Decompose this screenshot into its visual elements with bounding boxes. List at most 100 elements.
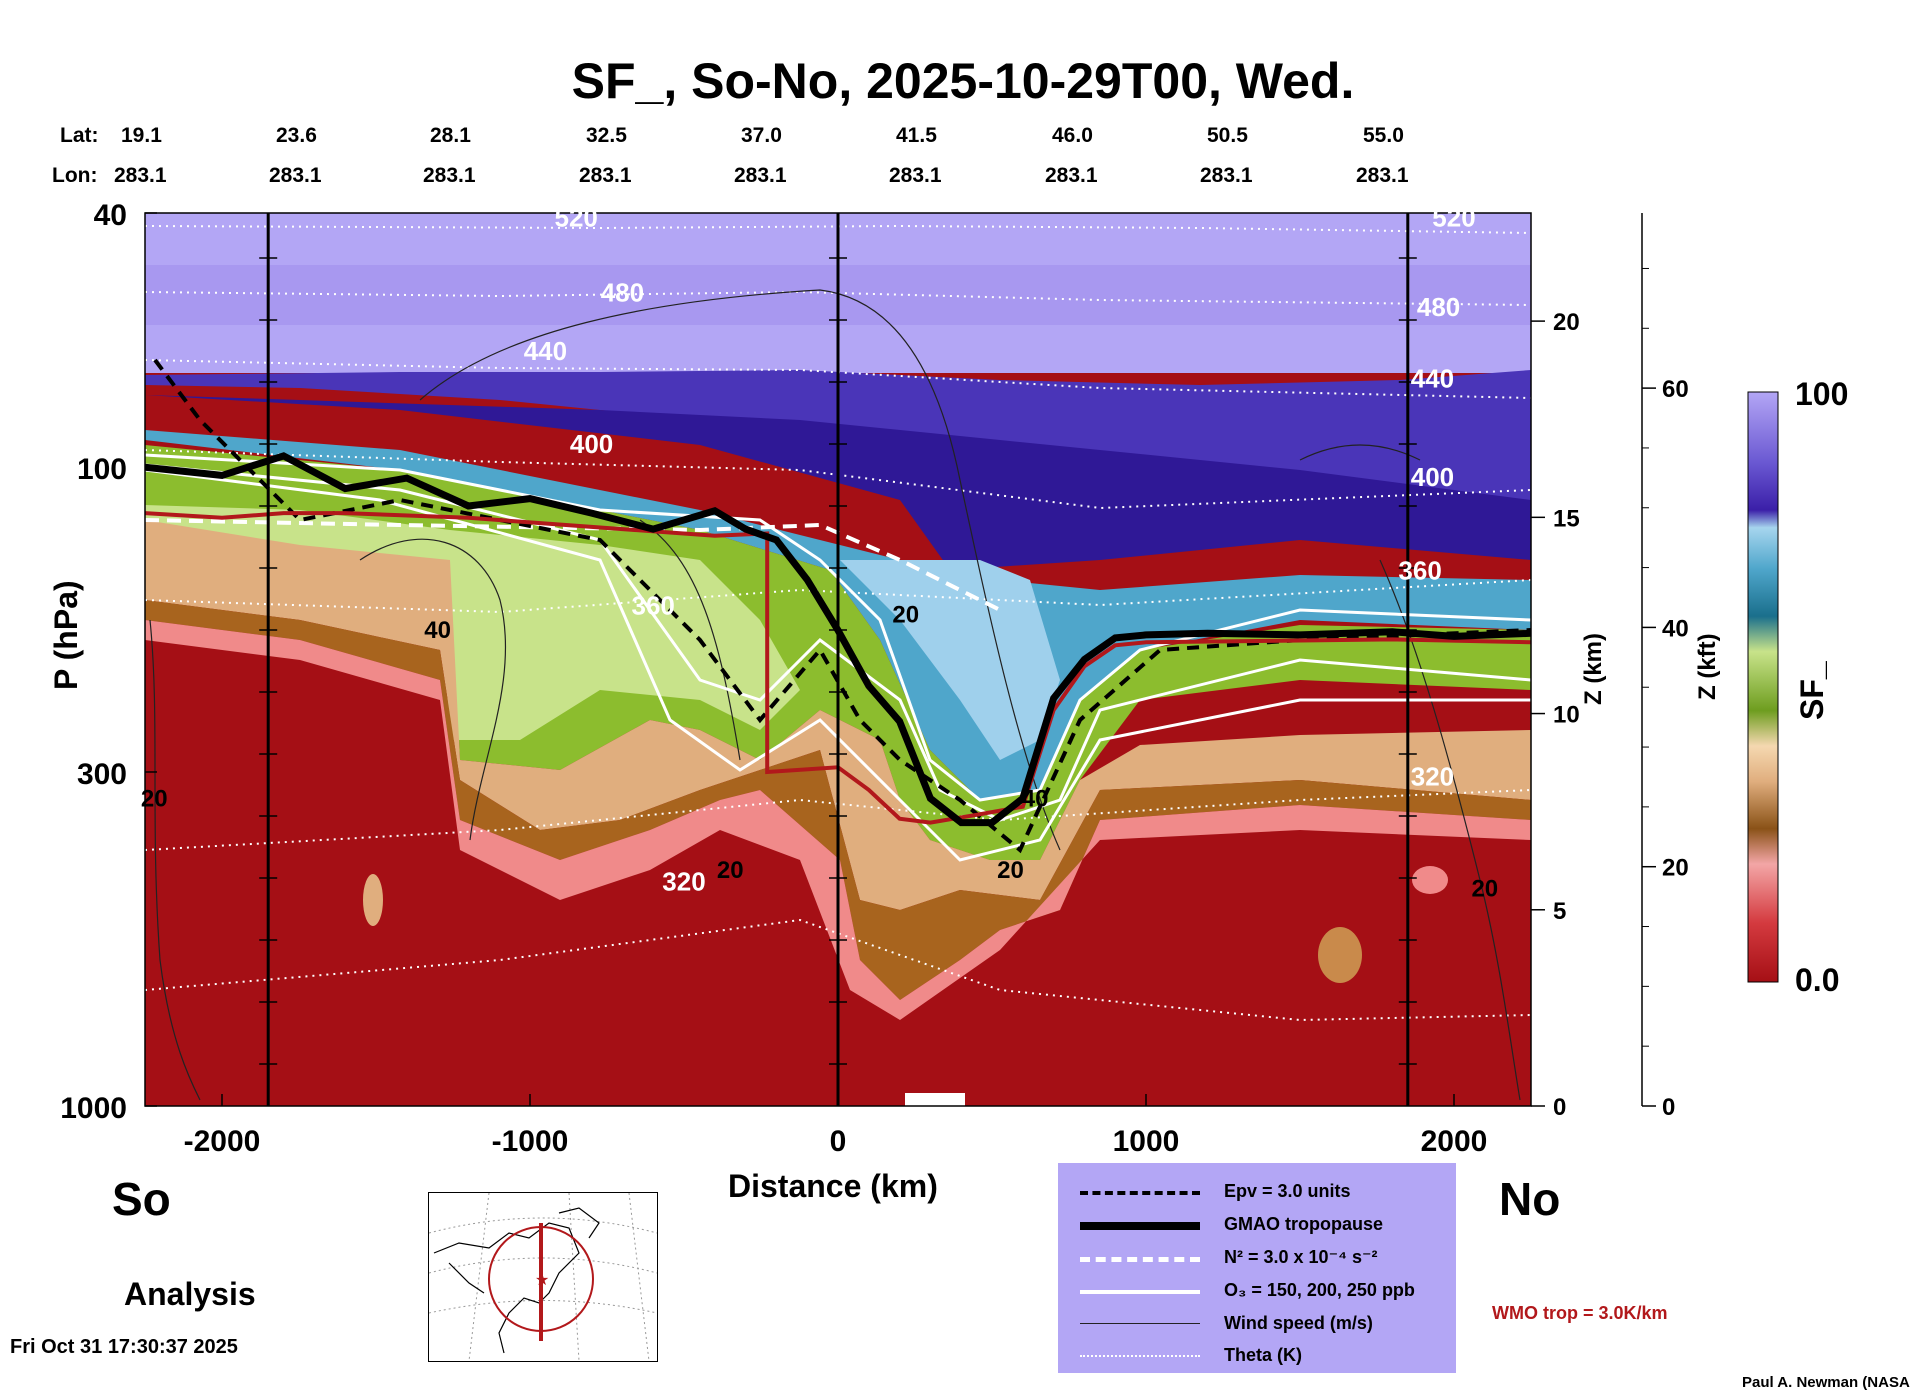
y-tick-label: 1000	[60, 1092, 127, 1125]
lon-value: 283.1	[579, 164, 632, 187]
y-tick-label: 40	[94, 199, 127, 232]
zkm-tick-label: 15	[1553, 505, 1580, 532]
x-tick-label: 2000	[1421, 1125, 1488, 1158]
x-tick-label: 1000	[1113, 1125, 1180, 1158]
o3-line-3	[145, 468, 1531, 862]
lon-label: Lon:	[52, 164, 98, 187]
theta-label: 320	[662, 867, 705, 897]
lat-value: 32.5	[586, 124, 627, 147]
inset-map: ★	[428, 1192, 658, 1362]
theta-label: 400	[570, 429, 613, 459]
legend-tropopause: GMAO tropopause	[1058, 1210, 1456, 1240]
wind-label: 20	[717, 857, 744, 884]
legend-epv: Epv = 3.0 units	[1058, 1177, 1456, 1207]
legend-theta-label: Theta (K)	[1224, 1345, 1302, 1365]
theta-label: 320	[1411, 762, 1454, 792]
lat-value: 23.6	[276, 124, 317, 147]
theta-label: 360	[1398, 556, 1441, 586]
theta-label: 520	[1432, 203, 1475, 233]
zkft-tick-label: 0	[1662, 1094, 1675, 1121]
legend-n2-label: N² = 3.0 x 10⁻⁴ s⁻²	[1224, 1247, 1378, 1267]
theta-label: 440	[524, 336, 567, 366]
lat-value: 46.0	[1052, 124, 1093, 147]
y-axis-label: P (hPa)	[48, 580, 84, 690]
wind-label: 20	[141, 786, 168, 813]
zkm-tick-label: 10	[1553, 702, 1580, 729]
legend-wind-sample	[1080, 1323, 1200, 1324]
legend-tropopause-sample	[1080, 1222, 1200, 1230]
legend-o3-sample	[1080, 1290, 1200, 1294]
legend-o3-label: O₃ = 150, 200, 250 ppb	[1224, 1280, 1415, 1300]
lon-value: 283.1	[269, 164, 322, 187]
theta-label: 480	[601, 277, 644, 307]
map-center-star: ★	[535, 1270, 549, 1289]
legend-epv-sample	[1080, 1191, 1200, 1195]
tropopause-layer	[145, 452, 1531, 827]
chart-title: SF_, So-No, 2025-10-29T00, Wed.	[571, 53, 1355, 109]
wind-contour-4	[639, 519, 741, 761]
z-km-axis-label: Z (km)	[1580, 633, 1607, 705]
wind-contour-3	[149, 619, 201, 1101]
colorbar-min-label: 0.0	[1795, 962, 1840, 998]
credit: Paul A. Newman (NASA	[1742, 1374, 1910, 1391]
wind-label: 20	[1471, 876, 1498, 903]
analysis-label: Analysis	[124, 1276, 256, 1312]
lat-value: 19.1	[121, 124, 162, 147]
wind-contour-2	[359, 538, 507, 841]
lon-value: 283.1	[423, 164, 476, 187]
legend: Epv = 3.0 units GMAO tropopause N² = 3.0…	[1058, 1163, 1456, 1373]
x-tick-label: -2000	[184, 1125, 261, 1158]
sf-brown-band	[145, 600, 1531, 1000]
map-coastline	[433, 1207, 600, 1354]
lat-value: 37.0	[741, 124, 782, 147]
south-label: So	[112, 1173, 171, 1225]
sf-cyan-band	[145, 430, 1531, 800]
lat-value: 55.0	[1363, 124, 1404, 147]
legend-o3: O₃ = 150, 200, 250 ppb	[1058, 1276, 1456, 1306]
lat-value: 41.5	[896, 124, 937, 147]
colorbar	[1747, 391, 1779, 983]
lon-value: 283.1	[1356, 164, 1409, 187]
legend-wind-label: Wind speed (m/s)	[1224, 1313, 1373, 1333]
lon-value: 283.1	[734, 164, 787, 187]
zkft-tick-label: 20	[1662, 855, 1689, 882]
theta-360-line	[145, 579, 1531, 614]
theta-label: 360	[632, 590, 675, 620]
legend-epv-label: Epv = 3.0 units	[1224, 1181, 1351, 1201]
x-tick-label: -1000	[492, 1125, 569, 1158]
legend-theta-sample	[1080, 1355, 1200, 1357]
north-label: No	[1499, 1173, 1561, 1225]
legend-n2: N² = 3.0 x 10⁻⁴ s⁻²	[1058, 1243, 1456, 1273]
wind-label: 40	[424, 617, 451, 644]
n2-line	[145, 518, 1001, 612]
z-kft-axis-label: Z (kft)	[1694, 633, 1721, 700]
zkm-tick-label: 20	[1553, 309, 1580, 336]
theta-label: 520	[555, 203, 598, 233]
wmo-tropopause-line	[145, 511, 1531, 825]
sf-blob-2	[1318, 927, 1362, 983]
sf-blob-3	[1412, 866, 1448, 894]
theta-label: 480	[1417, 292, 1460, 322]
wind-label: 20	[997, 857, 1024, 884]
sf-light-blue-band	[840, 560, 1060, 760]
sf-tan-band	[145, 520, 1531, 910]
lon-value: 283.1	[1045, 164, 1098, 187]
legend-wind: Wind speed (m/s)	[1058, 1309, 1456, 1339]
colorbar-label: SF_	[1794, 661, 1830, 720]
wind-label: 20	[892, 601, 919, 628]
sf-light-green-band	[145, 505, 800, 740]
theta-320-line	[145, 789, 1531, 851]
vertical-markers	[259, 213, 1417, 1106]
theta-label: 400	[1411, 462, 1454, 492]
lon-value: 283.1	[889, 164, 942, 187]
zkft-tick-label: 40	[1662, 615, 1689, 642]
colorbar-max-label: 100	[1795, 376, 1849, 412]
x-tick-label: 0	[830, 1125, 847, 1158]
theta-440-line	[145, 359, 1531, 399]
contour-label-layer: 520 480 440 400 360 320 520 480 440 400 360 320 40 20…	[141, 203, 1498, 903]
theta-contours	[145, 224, 1531, 1022]
wmo-trop-label: WMO trop = 3.0K/km	[1492, 1303, 1668, 1323]
lon-value: 283.1	[114, 164, 167, 187]
sf-blob-1	[363, 874, 383, 926]
zkm-tick-label: 5	[1553, 898, 1566, 925]
